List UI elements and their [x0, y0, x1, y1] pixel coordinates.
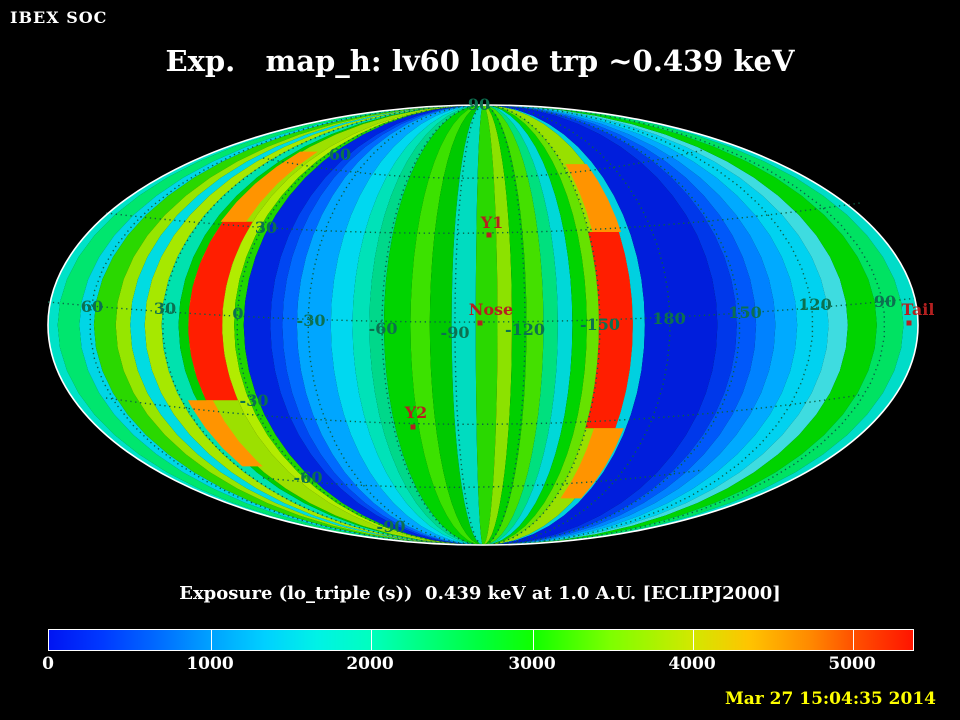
exposure-band: [483, 105, 544, 545]
exposure-band: [483, 105, 718, 545]
meridian-gridline: [500, 104, 814, 546]
exposure-band: [483, 105, 512, 545]
latitude-label: -90: [377, 517, 406, 536]
exposure-overlay-arc: [560, 428, 624, 499]
colorbar-tick-line: [853, 630, 854, 650]
colorbar-tick-labels: 0 1000 2000 3000 4000 5000: [0, 654, 960, 680]
longitude-label: -120: [505, 320, 545, 339]
annotation-marker: [486, 232, 492, 238]
latitude-gridline: [47, 297, 919, 323]
sky-map-plot: 90 60 30 -30 -60 -90 60 30 0 -30 -60 -90 -120 -150 180…: [47, 95, 935, 546]
exposure-overlay-arc: [188, 221, 253, 401]
map-caption: Exposure (lo_triple (s)) 0.439 keV at 1.…: [179, 583, 781, 604]
colorbar-tick-label: 4000: [668, 654, 716, 674]
annotation-label: Y1: [480, 213, 504, 232]
exposure-band: [483, 105, 573, 545]
exposure-band: [483, 105, 587, 545]
longitude-label: -90: [441, 323, 470, 342]
exposure-overlay-arc: [187, 400, 263, 467]
colorbar-tick-line: [693, 630, 694, 650]
exposure-band: [429, 105, 483, 545]
meridian-gridline: [496, 104, 741, 546]
annotation-marker: [477, 320, 483, 326]
annotation-label: Nose: [469, 300, 513, 319]
meridian-gridline: [484, 104, 526, 546]
colorbar: [48, 629, 914, 651]
longitude-label: 60: [81, 297, 103, 316]
meridian-gridline: [236, 104, 471, 546]
exposure-band: [475, 105, 498, 545]
exposure-band: [330, 105, 483, 545]
meridian-gridline: [89, 104, 463, 546]
map-outline: [47, 104, 919, 546]
exposure-overlay-arc: [220, 151, 318, 222]
colorbar-tick-label: 1000: [186, 654, 234, 674]
latitude-gridline: [105, 394, 861, 425]
longitude-label: -150: [580, 315, 620, 334]
colorbar-tick-line: [533, 630, 534, 650]
colorbar-tick-line: [211, 630, 212, 650]
longitude-label: 120: [798, 295, 831, 314]
longitude-label: 180: [652, 309, 685, 328]
latitude-label: 60: [329, 145, 351, 164]
app-logo: IBEX SOC: [10, 8, 108, 27]
longitude-label: 90: [874, 292, 896, 311]
page-title: Exp. map_h: lv60 lode trp ~0.439 keV: [165, 44, 795, 78]
meridian-gridline: [503, 104, 885, 546]
colorbar-tick-label: 3000: [508, 654, 556, 674]
colorbar-tick-label: 0: [42, 654, 54, 674]
annotation-label: Y2: [404, 403, 428, 422]
colorbar-tick-label: 5000: [828, 654, 876, 674]
colorbar-tick-label: 2000: [346, 654, 394, 674]
longitude-label: 30: [154, 299, 176, 318]
annotation-marker: [906, 320, 912, 326]
meridian-gridline: [162, 104, 467, 546]
exposure-overlay-arc: [585, 232, 633, 429]
latitude-label: -60: [294, 468, 323, 487]
exposure-band: [410, 105, 483, 545]
latitude-gridline: [105, 202, 861, 234]
latitude-label: 90: [468, 95, 490, 114]
exposure-band: [483, 105, 527, 545]
meridian-gridline: [381, 104, 478, 546]
meridian-gridline: [488, 104, 601, 546]
longitude-label: 0: [232, 304, 243, 323]
exposure-overlay-arc: [565, 164, 621, 232]
longitude-label: 150: [728, 303, 761, 322]
timestamp: Mar 27 15:04:35 2014: [724, 689, 936, 709]
latitude-label: -30: [240, 391, 269, 410]
longitude-label: -60: [369, 319, 398, 338]
annotation-label: Tail: [902, 300, 935, 319]
latitude-label: 30: [255, 218, 277, 237]
exposure-band: [296, 105, 483, 545]
annotation-marker: [410, 424, 416, 430]
longitude-label: -30: [297, 311, 326, 330]
latitude-gridline: [262, 149, 704, 179]
colorbar-tick-line: [371, 630, 372, 650]
exposure-band: [383, 105, 483, 545]
exposure-band: [483, 105, 558, 545]
